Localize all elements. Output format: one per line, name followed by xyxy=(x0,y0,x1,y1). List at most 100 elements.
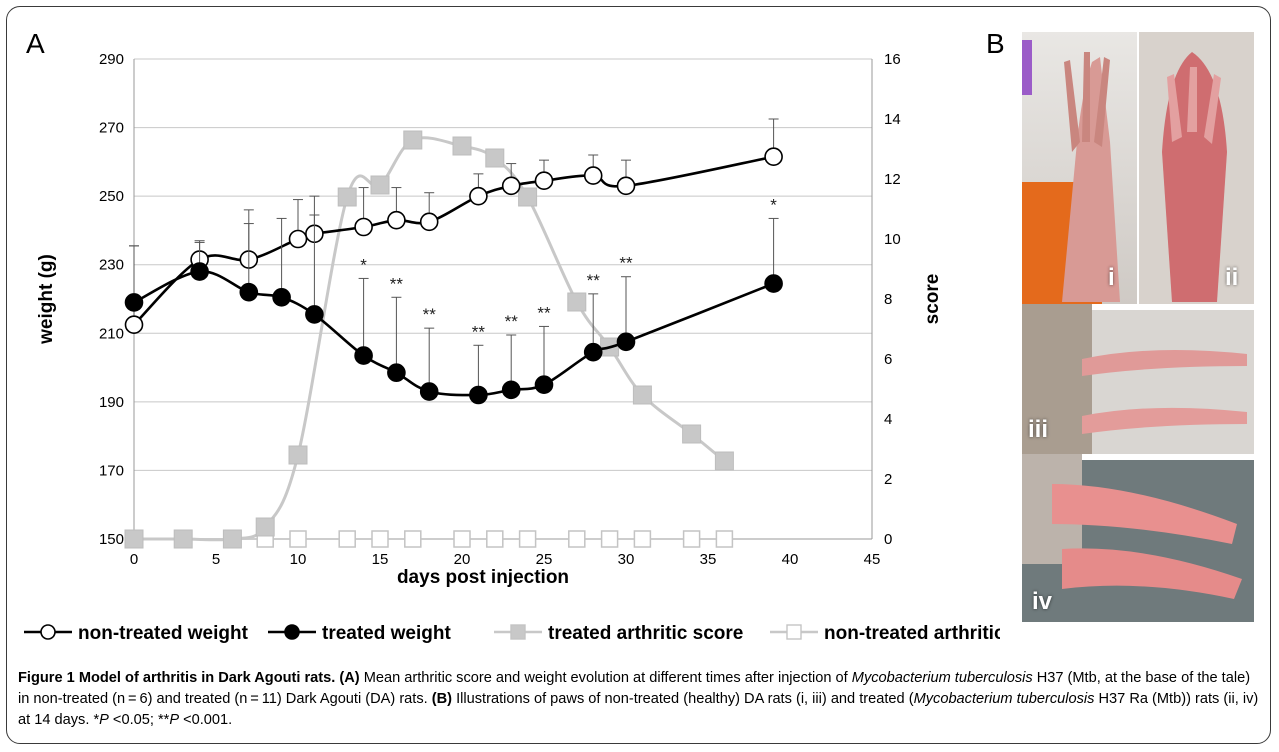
marker-treated-weight xyxy=(469,385,488,405)
caption-text-6: <0.001. xyxy=(179,712,233,728)
caption-b-tag: (B) xyxy=(431,691,453,707)
marker-treated-score xyxy=(403,130,423,150)
marker-non-treated-score xyxy=(338,530,356,548)
marker-treated-score xyxy=(370,175,390,195)
significance-marker: * xyxy=(360,255,367,274)
legend-label-non-treated-weight: non-treated weight xyxy=(78,623,249,644)
caption-text-5: <0.05; ** xyxy=(108,712,170,728)
y-tick-label: 270 xyxy=(99,120,124,137)
y-tick-label: 190 xyxy=(99,394,124,411)
marker-non-treated-weight xyxy=(583,166,603,185)
x-tick-label: 20 xyxy=(454,551,471,568)
marker-treated-weight xyxy=(124,293,144,312)
figure-frame xyxy=(6,6,1271,744)
x-tick-label: 40 xyxy=(782,551,799,568)
marker-treated-weight xyxy=(387,363,406,383)
significance-marker: ** xyxy=(587,271,601,290)
marker-non-treated-weight xyxy=(124,315,144,335)
significance-marker: ** xyxy=(619,254,633,273)
caption-species-2: Mycobacterium tuberculosis xyxy=(913,691,1095,707)
significance-marker: ** xyxy=(423,305,437,324)
y-tick-label: 210 xyxy=(99,325,124,342)
y-tick-label: 290 xyxy=(99,51,124,68)
marker-treated-score xyxy=(714,451,734,471)
caption-p-1: P xyxy=(99,712,109,728)
caption-text-2: H37 (Mtb, at the base of the tale) in no… xyxy=(18,670,1251,707)
marker-non-treated-weight xyxy=(354,217,373,237)
legend-label-treated-weight: treated weight xyxy=(322,623,451,644)
photo-label-iii: iii xyxy=(1028,416,1049,443)
legend-marker-treated-arthritic-score xyxy=(510,624,526,640)
marker-non-treated-weight xyxy=(387,210,406,230)
significance-marker: ** xyxy=(505,312,519,331)
paw-middle-illustration xyxy=(1022,304,1254,454)
figure-caption: Figure 1 Model of arthritis in Dark Agou… xyxy=(18,668,1263,731)
marker-treated-score xyxy=(518,187,538,207)
x-tick-label: 35 xyxy=(700,551,717,568)
x-axis-title: days post injection xyxy=(397,567,569,588)
significance-marker: * xyxy=(770,195,777,214)
marker-treated-weight xyxy=(190,262,209,281)
legend-label-non-treated-arthritic-score: non-treated arthritic score xyxy=(824,623,1000,644)
caption-text-1: Mean arthritic score and weight evolutio… xyxy=(359,670,852,686)
x-tick-label: 0 xyxy=(130,551,138,568)
y2-tick-label: 10 xyxy=(884,231,901,248)
caption-figure-label: Figure 1 Model of arthritis in Dark Agou… xyxy=(18,670,336,686)
marker-non-treated-score xyxy=(568,530,586,548)
marker-non-treated-score xyxy=(600,530,619,548)
photo-paws-middle: iii xyxy=(1022,304,1254,454)
marker-treated-score xyxy=(255,517,275,537)
caption-text-3: Illustrations of paws of non-treated (he… xyxy=(452,691,914,707)
marker-treated-weight xyxy=(764,274,783,293)
photo-paws-top: i ii xyxy=(1022,32,1254,304)
marker-treated-weight xyxy=(616,332,636,352)
y2-axis-title: score xyxy=(922,274,943,325)
legend-marker-non-treated-weight xyxy=(40,624,56,640)
photo-paws-bottom: iv xyxy=(1022,454,1254,622)
marker-treated-weight xyxy=(501,380,521,400)
x-tick-label: 5 xyxy=(212,551,220,568)
caption-text-4: H37 Ra (Mtb)) rats (ii, iv) at 14 days. … xyxy=(18,691,1259,728)
marker-treated-score xyxy=(173,529,193,549)
x-tick-label: 45 xyxy=(864,551,881,568)
y2-tick-label: 14 xyxy=(884,111,901,128)
marker-non-treated-weight xyxy=(469,186,488,206)
marker-non-treated-score xyxy=(518,530,537,548)
marker-treated-weight xyxy=(239,282,259,302)
marker-treated-weight xyxy=(583,342,603,362)
marker-treated-score xyxy=(288,445,308,465)
marker-treated-weight xyxy=(534,375,554,395)
y2-tick-label: 4 xyxy=(884,411,892,428)
legend-marker-non-treated-arthritic-score xyxy=(786,624,802,640)
marker-treated-score xyxy=(124,529,144,549)
y2-tick-label: 2 xyxy=(884,471,892,488)
marker-treated-weight xyxy=(419,382,439,401)
y2-tick-label: 6 xyxy=(884,351,892,368)
caption-a-tag: (A) xyxy=(339,670,360,686)
marker-treated-score xyxy=(222,529,242,549)
marker-non-treated-score xyxy=(715,530,734,548)
y-tick-label: 150 xyxy=(99,531,124,548)
significance-marker: ** xyxy=(390,274,404,293)
marker-non-treated-score xyxy=(453,530,471,548)
marker-treated-score xyxy=(632,385,652,405)
marker-treated-weight xyxy=(272,287,291,307)
marker-non-treated-score xyxy=(486,530,504,548)
significance-marker: ** xyxy=(472,322,486,341)
marker-treated-score xyxy=(452,136,472,156)
marker-non-treated-score xyxy=(371,530,389,548)
x-tick-label: 15 xyxy=(372,551,389,568)
marker-non-treated-score xyxy=(682,530,701,548)
marker-treated-score xyxy=(337,187,357,207)
significance-marker: ** xyxy=(537,303,551,322)
paw-bottom-illustration xyxy=(1022,454,1254,622)
marker-treated-score xyxy=(682,424,702,444)
marker-non-treated-score xyxy=(404,530,422,548)
caption-species-1: Mycobacterium tuberculosis xyxy=(851,670,1033,686)
photo-label-iv: iv xyxy=(1032,588,1053,615)
y-tick-label: 170 xyxy=(99,462,124,479)
x-tick-label: 10 xyxy=(290,551,307,568)
paw-top-illustration xyxy=(1022,32,1254,304)
y2-tick-label: 0 xyxy=(884,531,892,548)
marker-non-treated-weight xyxy=(501,176,521,196)
